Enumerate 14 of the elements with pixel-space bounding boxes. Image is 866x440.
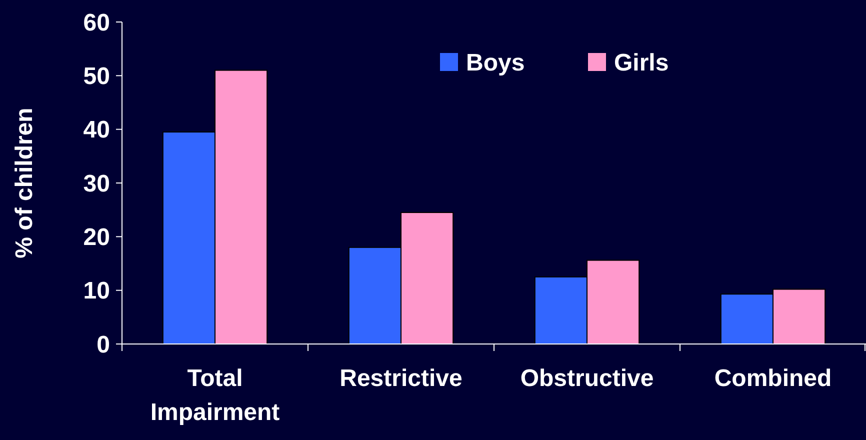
x-tick-label: Restrictive [340, 365, 462, 392]
y-tick-label: 30 [83, 170, 110, 198]
y-tick-label: 40 [83, 116, 110, 144]
y-axis-title: % of children [11, 108, 38, 258]
x-tick-label: Combined [714, 365, 832, 392]
legend-label: Boys [466, 49, 525, 76]
x-tick-label: Obstructive [520, 365, 654, 392]
y-tick-label: 10 [83, 278, 110, 305]
x-tick-label: Total Impairment [150, 365, 280, 426]
y-tick-label: 0 [96, 331, 110, 358]
legend-label: Girls [614, 49, 669, 76]
y-tick-label: 50 [83, 63, 110, 90]
y-tick-label: 60 [83, 9, 110, 36]
y-tick-label: 20 [83, 224, 110, 252]
